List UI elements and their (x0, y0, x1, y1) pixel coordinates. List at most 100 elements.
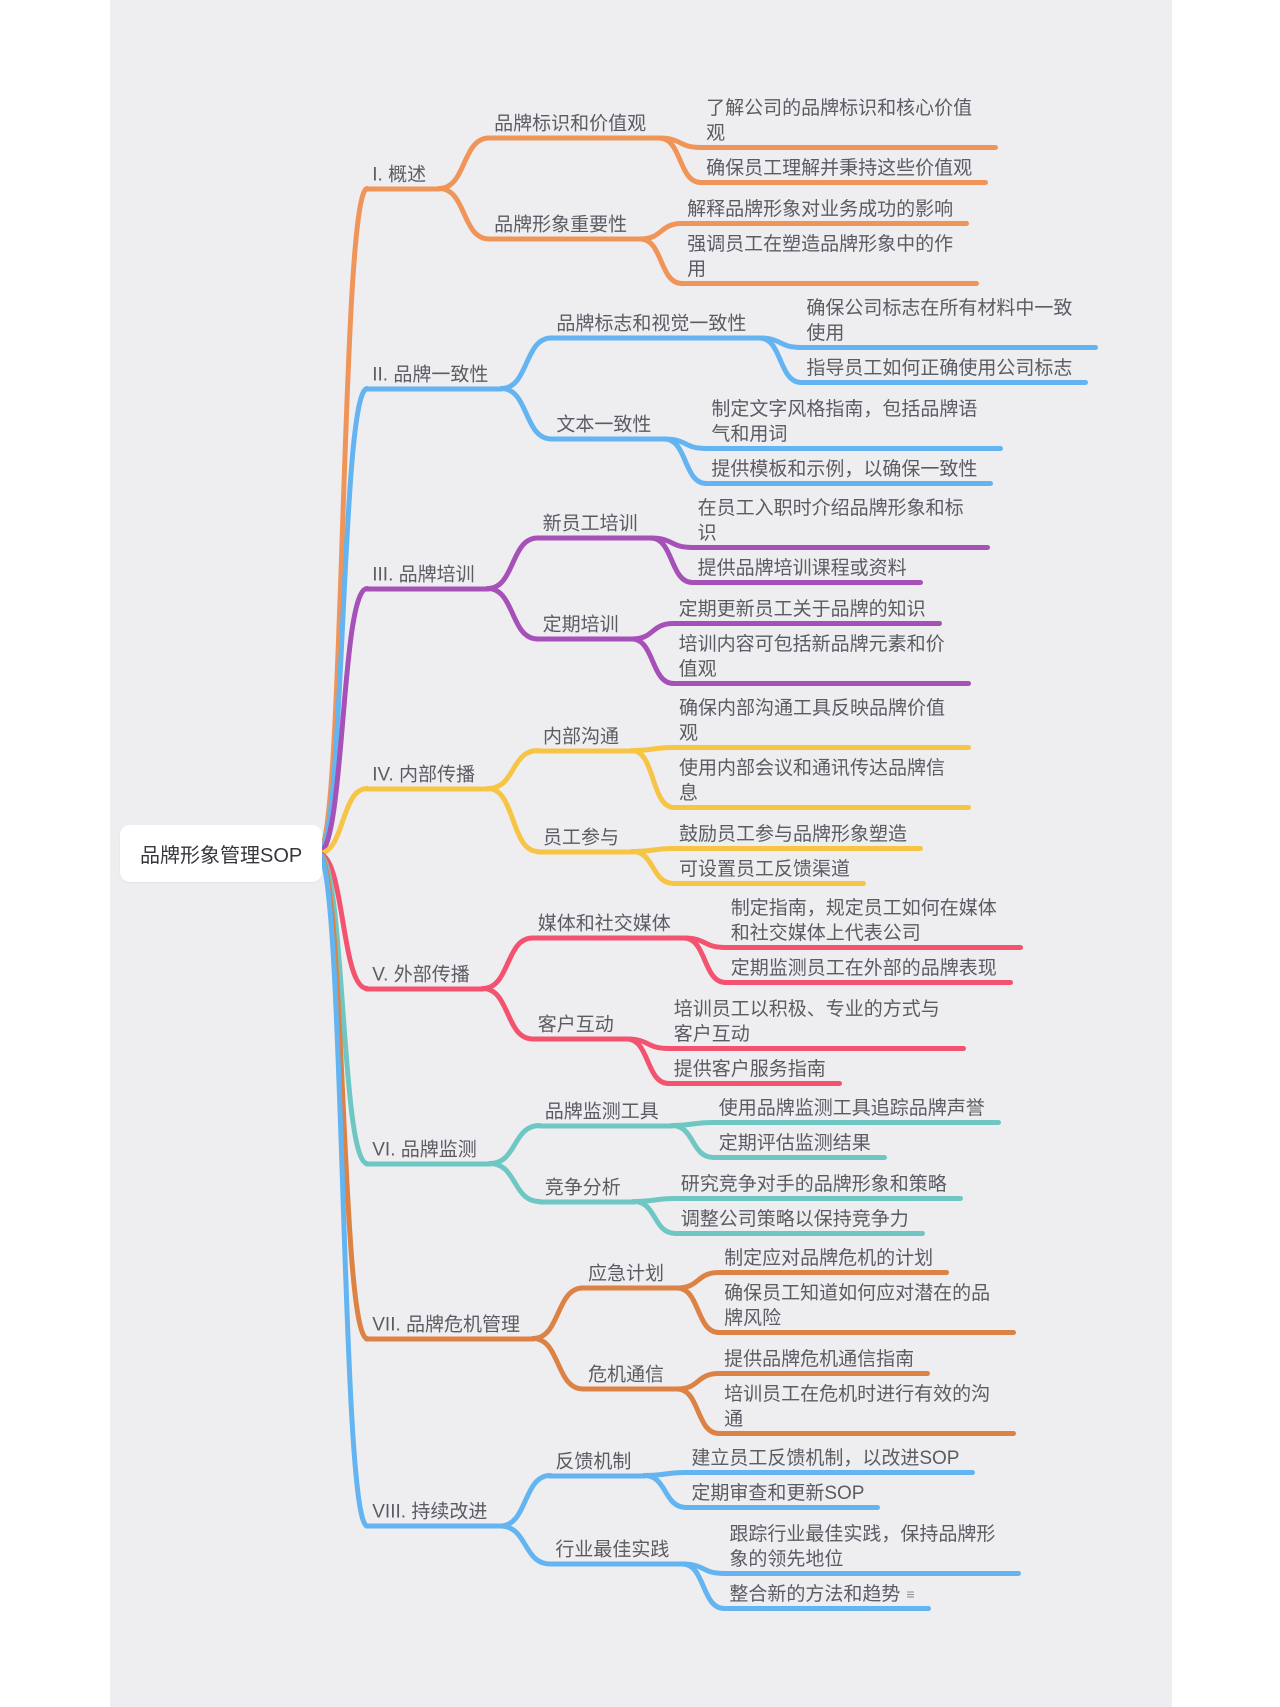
sub-topic-label[interactable]: 品牌标志和视觉一致性 (548, 312, 763, 341)
sub-topic: 媒体和社交媒体 制定指南，规定员工如何在媒体和社交媒体上代表公司定期监测员工在外部… (529, 896, 1023, 985)
sub-topic: 内部沟通 确保内部沟通工具反映品牌价值观 使用内部会议和通讯传达品牌信息 (535, 696, 972, 810)
leaf-list: 使用品牌监测工具追踪品牌声誉 定期评估监测结果 (710, 1096, 1001, 1160)
leaf-label[interactable]: 制定应对品牌危机的计划 (716, 1246, 950, 1275)
branch-label[interactable]: III. 品牌培训 (364, 562, 492, 591)
leaf-row: 可设置员工反馈渠道 (671, 857, 923, 886)
mindmap-canvas: 品牌形象管理SOP I. 概述 品牌标识和价值观 了解公司的品牌标识和核心价值观确保… (110, 0, 1172, 1707)
leaf-label[interactable]: 确保公司标志在所有材料中一致使用 (798, 296, 1099, 350)
leaf-label[interactable]: 提供品牌培训课程或资料 (689, 556, 923, 585)
sub-topic-label[interactable]: 竞争分析 (536, 1175, 637, 1204)
leaf-label[interactable]: 定期监测员工在外部的品牌表现 (722, 956, 1013, 985)
leaf-label[interactable]: 调整公司策略以保持竞争力 (672, 1207, 925, 1236)
leaf-row: 使用内部会议和通讯传达品牌信息 (671, 756, 972, 810)
sub-topic-label[interactable]: 品牌标识和价值观 (486, 112, 663, 141)
leaf-label[interactable]: 使用品牌监测工具追踪品牌声誉 (710, 1096, 1001, 1125)
leaf-label[interactable]: 确保员工理解并秉持这些价值观 (698, 156, 989, 185)
leaf-label[interactable]: 建立员工反馈机制，以改进SOP (683, 1446, 976, 1475)
leaf-label[interactable]: 鼓励员工参与品牌形象塑造 (671, 822, 924, 851)
leaf-label[interactable]: 培训员工在危机时进行有效的沟通 (716, 1382, 1017, 1436)
sub-topic-label[interactable]: 危机通信 (580, 1363, 681, 1392)
leaf-label[interactable]: 研究竞争对手的品牌形象和策略 (672, 1172, 963, 1201)
sub-topic-label[interactable]: 客户互动 (529, 1013, 630, 1042)
sub-topic: 品牌标识和价值观 了解公司的品牌标识和核心价值观确保员工理解并秉持这些价值观 (486, 96, 999, 185)
branch-label[interactable]: I. 概述 (364, 162, 442, 191)
leaf-list: 建立员工反馈机制，以改进SOP 定期审查和更新SOP (683, 1446, 976, 1510)
sub-topic-label[interactable]: 行业最佳实践 (547, 1538, 686, 1567)
leaf-list: 提供品牌危机通信指南培训员工在危机时进行有效的沟通 (716, 1347, 1017, 1436)
sub-topic-label[interactable]: 内部沟通 (535, 724, 636, 753)
leaf-label[interactable]: 解释品牌形象对业务成功的影响 (679, 197, 970, 226)
mindmap: 品牌形象管理SOP I. 概述 品牌标识和价值观 了解公司的品牌标识和核心价值观确保… (110, 0, 1172, 1707)
leaf-row: 强调员工在塑造品牌形象中的作用 (679, 232, 980, 286)
leaf-label[interactable]: 在员工入职时介绍品牌形象和标识 (689, 496, 990, 550)
leaf-row: 鼓励员工参与品牌形象塑造 (671, 822, 924, 851)
leaf-list: 制定文字风格指南，包括品牌语气和用词提供模板和示例，以确保一致性 (703, 397, 1004, 486)
leaf-row: 建立员工反馈机制，以改进SOP (683, 1446, 976, 1475)
leaf-label[interactable]: 定期审查和更新SOP (683, 1481, 881, 1510)
leaf-row: 调整公司策略以保持竞争力 (672, 1207, 963, 1236)
leaf-label[interactable]: 确保内部沟通工具反映品牌价值观 (671, 696, 972, 750)
leaf-row: 制定应对品牌危机的计划 (716, 1246, 1016, 1275)
note-icon[interactable]: ≡ (906, 1586, 915, 1602)
leaf-label[interactable]: 提供模板和示例，以确保一致性 (703, 457, 994, 486)
sub-topic-label[interactable]: 反馈机制 (547, 1449, 648, 1478)
branch: I. 概述 品牌标识和价值观 了解公司的品牌标识和核心价值观确保员工理解并秉持这些价… (364, 96, 1098, 286)
branch-label[interactable]: VIII. 持续改进 (364, 1500, 504, 1529)
sub-topic-label[interactable]: 文本一致性 (548, 413, 668, 442)
leaf-row: 跟踪行业最佳实践，保持品牌形象的领先地位 (721, 1522, 1022, 1576)
branch: II. 品牌一致性 品牌标志和视觉一致性 确保公司标志在所有材料中一致使用指导员工如… (364, 296, 1099, 486)
leaf-list: 确保内部沟通工具反映品牌价值观 使用内部会议和通讯传达品牌信息 (671, 696, 972, 810)
leaf-row: 培训内容可包括新品牌元素和价值观 (670, 632, 971, 686)
leaf-label[interactable]: 培训员工以积极、专业的方式与客户互动 (665, 997, 966, 1051)
sub-topic-label[interactable]: 品牌监测工具 (536, 1099, 675, 1128)
sub-topic: 品牌监测工具 使用品牌监测工具追踪品牌声誉 定期评估监测结果 (536, 1096, 1001, 1160)
leaf-label[interactable]: 提供客户服务指南 (665, 1057, 842, 1086)
leaf-list: 定期更新员工关于品牌的知识培训内容可包括新品牌元素和价值观 (670, 597, 971, 686)
leaf-label[interactable]: 强调员工在塑造品牌形象中的作用 (679, 232, 980, 286)
leaf-row: 确保内部沟通工具反映品牌价值观 (671, 696, 972, 750)
leaf-label[interactable]: 提供品牌危机通信指南 (716, 1347, 931, 1376)
leaf-label[interactable]: 确保员工知道如何应对潜在的品牌风险 (716, 1281, 1017, 1335)
sub-topic-label[interactable]: 定期培训 (534, 613, 635, 642)
sub-topic-label[interactable]: 品牌形象重要性 (486, 213, 644, 242)
branch-children: 品牌标志和视觉一致性 确保公司标志在所有材料中一致使用指导员工如何正确使用公司标志… (548, 296, 1099, 486)
leaf-label[interactable]: 跟踪行业最佳实践，保持品牌形象的领先地位 (721, 1522, 1022, 1576)
leaf-list: 制定指南，规定员工如何在媒体和社交媒体上代表公司定期监测员工在外部的品牌表现 (722, 896, 1023, 985)
leaf-label[interactable]: 整合新的方法和趋势 ≡ (721, 1582, 931, 1611)
leaf-label[interactable]: 指导员工如何正确使用公司标志 (798, 356, 1089, 385)
branch-children: 反馈机制 建立员工反馈机制，以改进SOP 定期审查和更新SOP 行业最佳实践 跟踪行业最… (547, 1446, 1022, 1611)
leaf-label[interactable]: 培训内容可包括新品牌元素和价值观 (670, 632, 971, 686)
leaf-row: 整合新的方法和趋势 ≡ (721, 1582, 1021, 1611)
leaf-label[interactable]: 制定文字风格指南，包括品牌语气和用词 (703, 397, 1004, 451)
sub-topic-label[interactable]: 新员工培训 (534, 512, 654, 541)
branch-label[interactable]: V. 外部传播 (364, 962, 486, 991)
leaf-list: 制定应对品牌危机的计划确保员工知道如何应对潜在的品牌风险 (716, 1246, 1017, 1335)
sub-topic-label[interactable]: 媒体和社交媒体 (529, 912, 687, 941)
leaf-label[interactable]: 定期更新员工关于品牌的知识 (670, 597, 942, 626)
leaf-label[interactable]: 定期评估监测结果 (710, 1131, 887, 1160)
leaf-row: 提供模板和示例，以确保一致性 (703, 457, 1003, 486)
branch-label[interactable]: II. 品牌一致性 (364, 362, 505, 391)
leaf-label[interactable]: 可设置员工反馈渠道 (671, 857, 867, 886)
leaf-label[interactable]: 制定指南，规定员工如何在媒体和社交媒体上代表公司 (722, 896, 1023, 950)
branch: IV. 内部传播 内部沟通 确保内部沟通工具反映品牌价值观 使用内部会议和通讯传达品牌… (364, 696, 1098, 886)
branch-label[interactable]: IV. 内部传播 (364, 762, 491, 791)
leaf-row: 制定指南，规定员工如何在媒体和社交媒体上代表公司 (722, 896, 1023, 950)
leaf-row: 提供品牌培训课程或资料 (689, 556, 990, 585)
leaf-row: 确保员工理解并秉持这些价值观 (698, 156, 998, 185)
leaf-label[interactable]: 了解公司的品牌标识和核心价值观 (698, 96, 999, 150)
sub-topic-label[interactable]: 应急计划 (580, 1262, 681, 1291)
leaf-list: 解释品牌形象对业务成功的影响强调员工在塑造品牌形象中的作用 (679, 197, 980, 286)
branch-label[interactable]: VI. 品牌监测 (364, 1137, 493, 1166)
branch: VIII. 持续改进 反馈机制 建立员工反馈机制，以改进SOP 定期审查和更新SOP 行… (364, 1446, 1098, 1611)
branch-label[interactable]: VII. 品牌危机管理 (364, 1312, 536, 1341)
root-node[interactable]: 品牌形象管理SOP (120, 825, 323, 882)
leaf-row: 解释品牌形象对业务成功的影响 (679, 197, 979, 226)
leaf-row: 提供品牌危机通信指南 (716, 1347, 1016, 1376)
leaf-row: 制定文字风格指南，包括品牌语气和用词 (703, 397, 1004, 451)
leaf-list: 跟踪行业最佳实践，保持品牌形象的领先地位整合新的方法和趋势 ≡ (721, 1522, 1022, 1611)
sub-topic-label[interactable]: 员工参与 (535, 825, 636, 854)
branches-column: I. 概述 品牌标识和价值观 了解公司的品牌标识和核心价值观确保员工理解并秉持这些价… (364, 96, 1099, 1611)
branch-children: 内部沟通 确保内部沟通工具反映品牌价值观 使用内部会议和通讯传达品牌信息员工参与 鼓励… (535, 696, 972, 886)
leaf-label[interactable]: 使用内部会议和通讯传达品牌信息 (671, 756, 972, 810)
